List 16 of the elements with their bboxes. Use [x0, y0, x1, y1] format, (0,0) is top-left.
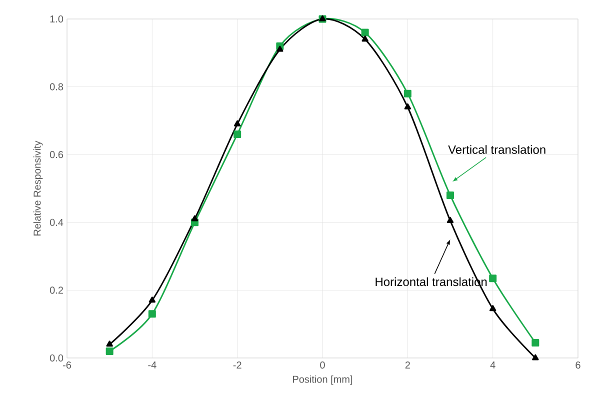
x-tick-label: -4 [148, 362, 156, 368]
x-tick-label: -2 [233, 362, 242, 368]
x-tick-label: 2 [405, 362, 410, 368]
series-label: Vertical translation [448, 145, 546, 154]
x-tick-label: 6 [576, 362, 580, 369]
y-tick-label: 0.6 [50, 151, 64, 158]
x-axis-title: Position [mm] [293, 375, 352, 385]
y-tick-label: 1.0 [50, 15, 64, 23]
x-tick-label: 4 [490, 362, 496, 368]
y-tick-label: 0.8 [50, 83, 64, 90]
y-tick-label: 0.4 [50, 218, 64, 226]
y-tick-label: 0.0 [50, 354, 64, 362]
y-tick-label: 0.2 [50, 286, 63, 294]
x-tick-label: -6 [63, 362, 72, 369]
y-axis-title: Relative Responsivity [33, 140, 43, 236]
x-tick-label: 0 [320, 362, 325, 369]
